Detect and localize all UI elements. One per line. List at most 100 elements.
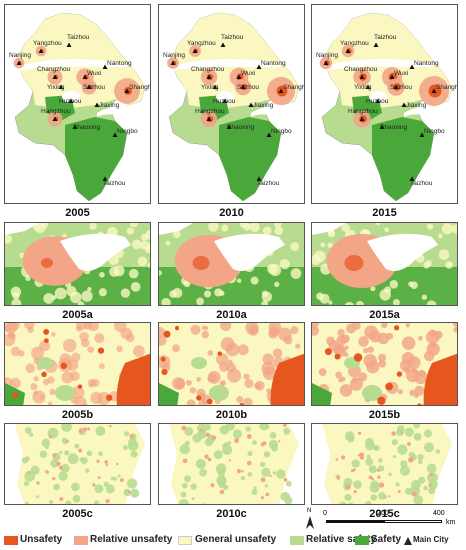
relative-unsafety-patch [386,332,394,340]
general-unsafety-speck [87,287,92,292]
relative-safety-speck [67,453,79,465]
relative-safety-speck [23,481,29,487]
relative-safety-speck [261,467,271,477]
city-label: Huzhou [366,98,389,105]
general-unsafety-speck [165,240,171,246]
relative-safety-area [37,357,53,369]
relative-unsafety-speck [182,458,188,464]
general-unsafety-speck [66,285,77,297]
relative-safety-speck [126,478,138,489]
relative-unsafety-patch [87,346,95,353]
general-unsafety-speck [5,234,13,244]
relative-safety-speck [86,450,93,457]
city-label: Ningbo [271,128,292,135]
river [159,223,193,235]
unsafety-speck [385,382,393,391]
river [15,59,127,71]
relative-unsafety-patch [97,391,111,405]
lake [214,233,285,271]
relative-safety-speck [39,450,48,458]
relative-safety-speck [417,459,423,465]
general-unsafety-speck [426,300,437,305]
relative-safety-speck [197,429,207,439]
relative-unsafety-patch [190,324,201,335]
general-unsafety-speck [410,281,418,289]
city-triangle-icon [206,74,212,79]
unsafety-speck [417,403,422,405]
relative-unsafety-patch [91,378,100,388]
safety-area [159,383,179,405]
relative-unsafety-patch [49,388,56,396]
city-triangle-icon [52,74,58,79]
relative-unsafety-patch [339,384,353,397]
relative-safety-speck [378,492,386,500]
relative-unsafety-patch [94,333,105,344]
city-triangle-icon [124,88,130,93]
relative-safety-speck [247,472,253,477]
general-unsafety-speck [11,298,22,305]
north-arrow-icon [306,516,314,529]
city-label: Taizhou [374,34,397,41]
relative-safety-speck [245,426,251,432]
relative-unsafety-patch [82,403,88,405]
relative-unsafety-patch [333,344,345,356]
relative-safety-speck [348,502,354,504]
relative-safety-speck [58,471,68,481]
relative-unsafety-patch [409,389,416,396]
caption-2015: 2015 [372,207,397,219]
relative-unsafety-speck [278,440,281,443]
city-triangle-icon [256,64,262,69]
general-unsafety-speck [379,289,391,301]
relative-unsafety-patch [10,346,21,357]
city-triangle-icon [409,176,415,181]
relative-safety-speck [217,468,226,477]
city-label: Hangzhou [348,108,378,115]
relative-unsafety-patch [5,333,16,347]
relative-unsafety-speck [429,473,433,477]
general-unsafety-speck [137,256,148,267]
unsafety-area [270,353,304,405]
relative-unsafety-patch [227,359,233,365]
relative-unsafety-speck [219,489,225,495]
zoom-map-2005a [5,223,150,305]
relative-unsafety-patch [39,394,44,400]
relative-unsafety-speck [181,425,187,431]
relative-unsafety-patch [269,326,280,337]
legend-label-general-unsafety: General unsafety [195,534,277,545]
relative-unsafety-speck [283,424,287,428]
south-safety-zone [219,117,281,201]
relative-unsafety-speck [350,468,355,473]
city-label: Huzhou [213,98,236,105]
relative-unsafety-speck [83,427,88,432]
city-label: Nanjing [316,52,338,59]
general-unsafety-speck [161,297,171,305]
relative-safety-speck [127,440,139,451]
relative-safety-speck [247,450,253,457]
relative-safety-speck [426,463,437,474]
relative-safety-speck [276,469,286,479]
relative-unsafety-patch [220,337,235,352]
legend-swatch-relative-safety [290,536,304,545]
general-unsafety-speck [120,288,131,298]
city-triangle-icon [192,48,198,53]
general-unsafety-speck [129,223,139,228]
main-city-triangle-icon [404,537,412,545]
city-triangle-icon [170,60,176,65]
relative-safety-speck [253,486,257,490]
relative-unsafety-patch [295,343,301,349]
relative-safety-speck [388,472,393,477]
south-safety-zone [65,117,127,201]
relative-safety-speck [423,485,429,491]
relative-safety-speck [365,458,374,466]
scale-label-start: 0 [323,510,327,517]
caption-2005c: 2005c [62,508,93,520]
city-triangle-icon [401,102,407,107]
relative-unsafety-patch [262,353,274,365]
city-label: Huzhou [59,98,82,105]
relative-safety-speck [217,480,226,488]
general-unsafety-speck [126,227,134,235]
relative-safety-speck [130,488,140,498]
city-label: Changzhou [37,66,71,73]
relative-unsafety-speck [262,441,267,446]
relative-safety-speck [400,460,408,468]
